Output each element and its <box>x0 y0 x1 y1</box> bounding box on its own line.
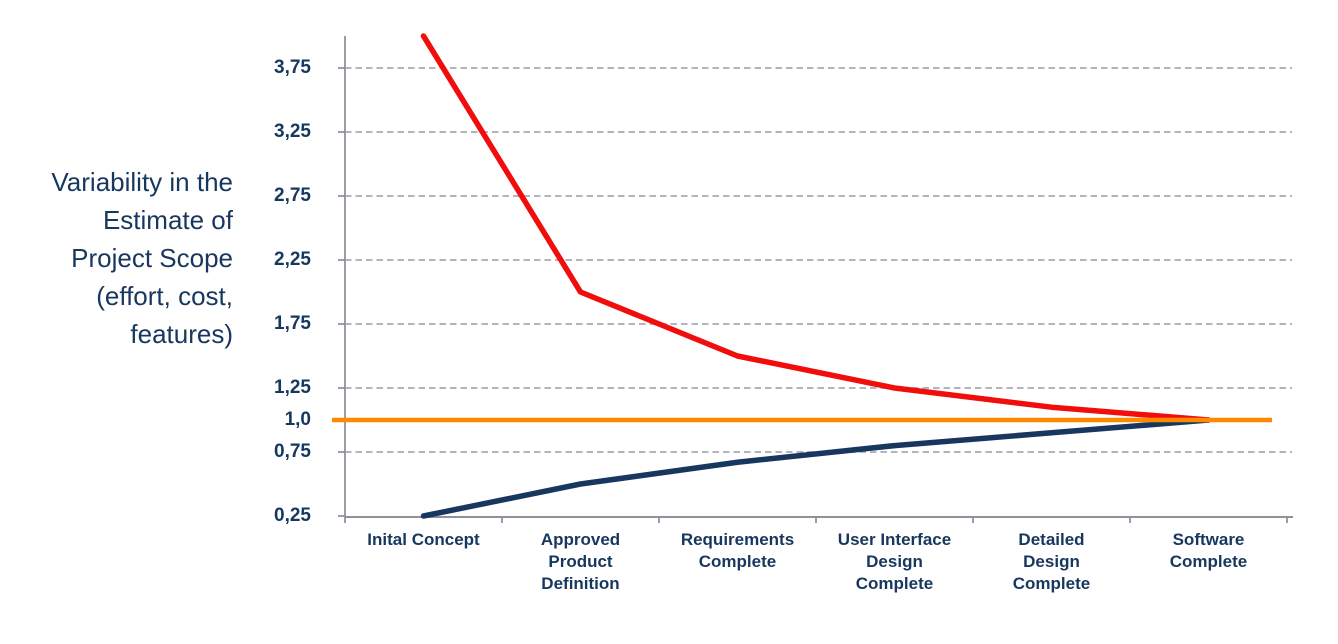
series-lower-estimate-bound-line <box>420 417 1212 519</box>
y-tick-label: 0,75 <box>274 441 311 462</box>
y-tick-label: 1,0 <box>284 409 311 430</box>
x-category-label: Inital Concept <box>367 530 480 549</box>
y-tick-label: 2,75 <box>274 185 311 206</box>
x-category-label: User Interface Design Complete <box>837 530 952 593</box>
y-tick-label: 3,75 <box>274 57 311 78</box>
x-category-label: Approved Product Definition <box>540 530 621 593</box>
y-axis-title: Variability in the Estimate of Project S… <box>51 167 233 349</box>
y-tick-label: 1,75 <box>274 313 311 334</box>
y-tick-label: 3,25 <box>274 121 311 142</box>
x-category-label: Software Complete <box>1169 530 1248 571</box>
x-category-label: Requirements Complete <box>680 530 795 571</box>
x-category-label: Detailed Design Complete <box>1012 530 1091 593</box>
y-tick-label: 1,25 <box>274 377 311 398</box>
y-tick-label: 0,25 <box>274 505 311 526</box>
y-tick-label: 2,25 <box>274 249 311 270</box>
series-upper-estimate-bound-line <box>420 33 1212 423</box>
